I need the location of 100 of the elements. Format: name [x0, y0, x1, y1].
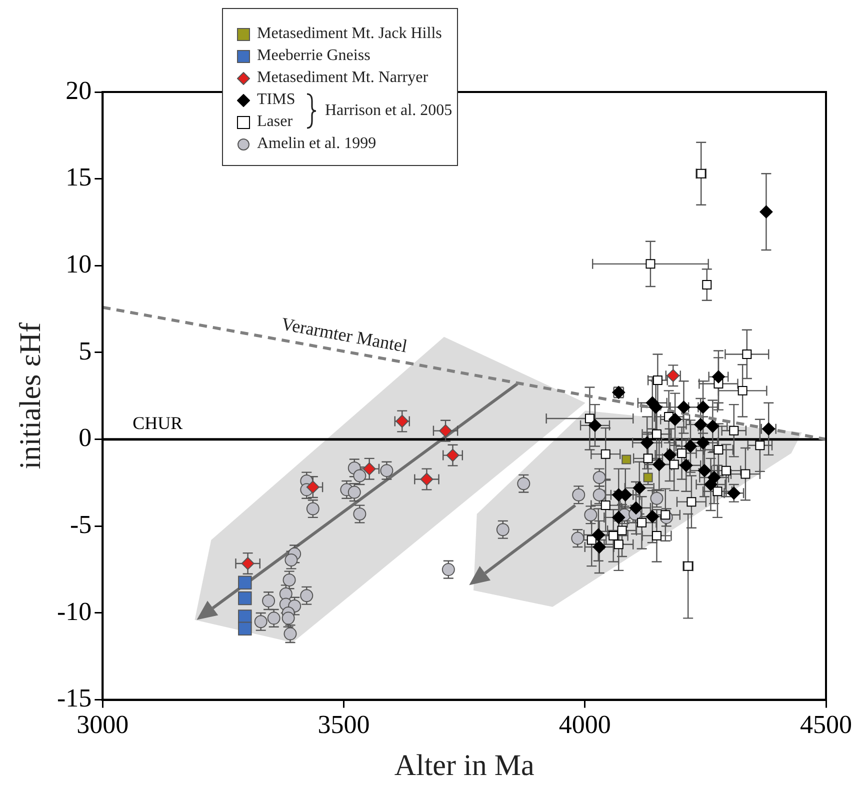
point	[238, 610, 252, 624]
point	[684, 440, 697, 453]
point	[282, 612, 295, 625]
point	[712, 486, 722, 496]
ref-line-label: CHUR	[132, 413, 183, 434]
point	[584, 508, 598, 522]
point	[706, 420, 720, 433]
x-axis-title: Alter in Ma	[394, 748, 534, 782]
text: Verarmter Mantel	[280, 314, 409, 356]
point	[588, 418, 602, 432]
point	[714, 444, 724, 454]
point	[677, 448, 687, 458]
y-tick-label: 20	[66, 76, 92, 105]
point	[592, 528, 605, 542]
point	[592, 471, 606, 484]
point	[742, 349, 752, 359]
x-tick-label: 3000	[76, 710, 129, 740]
point	[617, 526, 627, 536]
point	[600, 500, 610, 510]
point	[608, 530, 618, 540]
point	[646, 510, 659, 524]
point	[262, 594, 276, 608]
legend-label: Meeberrie Gneiss	[257, 47, 370, 65]
point	[677, 400, 690, 414]
point	[442, 563, 455, 576]
y-axis-title: initiales εHf	[14, 322, 47, 470]
point	[571, 532, 584, 545]
point	[740, 469, 750, 479]
legend-label: Metasediment Mt. Narryer	[257, 69, 428, 87]
point	[686, 497, 696, 507]
point	[284, 554, 298, 567]
y-tick-label: 15	[66, 162, 92, 192]
point	[738, 386, 748, 396]
point	[643, 454, 653, 464]
point	[637, 518, 647, 528]
x-tick-label: 3500	[318, 710, 370, 740]
point	[284, 627, 297, 640]
point	[680, 458, 693, 472]
point	[612, 510, 626, 524]
point	[694, 418, 708, 432]
point	[496, 523, 510, 536]
legend-label: TIMS	[257, 91, 296, 109]
point	[622, 454, 632, 464]
point	[663, 448, 676, 462]
y-tick-label: 5	[78, 336, 92, 366]
point	[279, 587, 292, 600]
point	[572, 488, 586, 502]
point	[650, 492, 664, 505]
x-tick-label: 4000	[558, 710, 611, 740]
point	[696, 436, 710, 450]
point	[586, 535, 596, 545]
y-tick-label: -5	[70, 510, 92, 539]
point	[238, 576, 252, 590]
point	[600, 449, 610, 459]
point	[669, 460, 679, 470]
point	[721, 466, 731, 476]
legend-label: Metasediment Mt. Jack Hills	[257, 25, 442, 43]
point	[646, 259, 656, 269]
point	[755, 440, 765, 450]
point	[584, 414, 594, 424]
point	[238, 622, 252, 636]
point	[420, 472, 434, 486]
point	[267, 612, 280, 625]
legend-label: Laser	[257, 113, 293, 131]
point	[652, 376, 662, 386]
point	[592, 488, 606, 502]
point	[652, 458, 666, 471]
legend-label: Amelin et al. 1999	[257, 135, 376, 153]
point	[380, 464, 394, 478]
point	[446, 448, 460, 462]
point	[630, 501, 642, 514]
point	[760, 205, 773, 218]
point	[643, 472, 653, 482]
point	[439, 424, 452, 438]
point	[592, 540, 606, 554]
point	[704, 478, 718, 491]
point	[241, 556, 254, 570]
point	[712, 370, 725, 384]
point	[729, 426, 739, 436]
x-tick-label: 4500	[800, 710, 852, 740]
point	[282, 573, 296, 586]
point	[353, 507, 366, 520]
point	[698, 464, 711, 478]
point	[614, 540, 624, 550]
y-tick-label: -15	[56, 684, 92, 713]
y-tick-label: 0	[78, 423, 92, 452]
point	[348, 486, 361, 499]
point	[696, 400, 710, 414]
y-tick-label: 10	[66, 249, 92, 278]
point	[640, 436, 654, 450]
point	[517, 477, 530, 490]
point	[353, 469, 366, 482]
point	[362, 462, 376, 476]
point	[306, 480, 320, 494]
point	[727, 486, 740, 500]
point	[632, 481, 646, 494]
point	[306, 502, 320, 516]
point	[652, 530, 662, 540]
point	[254, 615, 268, 628]
point	[300, 589, 314, 602]
